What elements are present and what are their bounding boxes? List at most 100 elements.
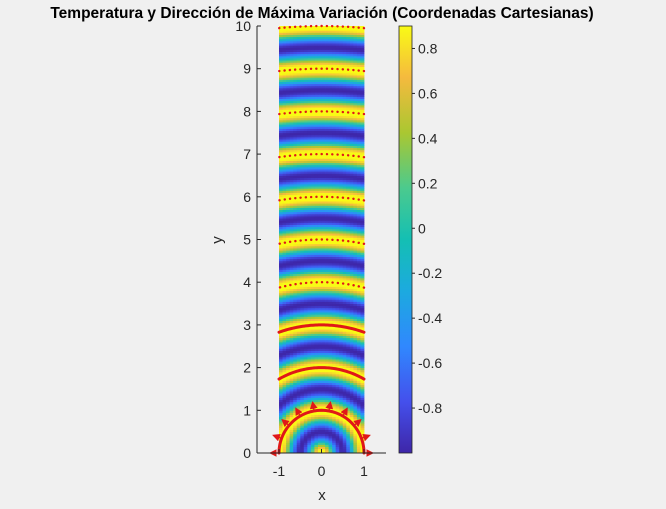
heatmap-cell bbox=[346, 280, 351, 283]
heatmap-cell bbox=[356, 267, 361, 270]
heatmap-cell bbox=[300, 384, 305, 388]
heatmap-cell bbox=[314, 75, 319, 78]
heatmap-cell bbox=[317, 299, 322, 302]
heatmap-cell bbox=[353, 450, 358, 454]
heatmap-cell bbox=[339, 250, 344, 253]
heatmap-cell bbox=[328, 30, 333, 33]
heatmap-cell bbox=[353, 149, 358, 153]
heatmap-cell bbox=[317, 211, 322, 215]
heatmap-cell bbox=[346, 245, 351, 249]
heatmap-cell bbox=[279, 301, 283, 304]
heatmap-cell bbox=[346, 32, 351, 35]
heatmap-cell bbox=[300, 376, 305, 379]
heatmap-cell bbox=[356, 134, 361, 138]
heatmap-cell bbox=[303, 446, 308, 450]
heatmap-cell bbox=[296, 124, 301, 127]
heatmap-cell bbox=[303, 198, 308, 202]
heatmap-cell bbox=[314, 297, 319, 300]
heatmap-cell bbox=[279, 260, 283, 264]
heatmap-cell bbox=[282, 403, 287, 407]
heatmap-cell bbox=[339, 295, 344, 298]
heatmap-cell bbox=[282, 119, 287, 123]
heatmap-cell bbox=[328, 245, 333, 249]
heatmap-cell bbox=[335, 399, 340, 403]
heatmap-cell bbox=[282, 337, 287, 341]
heatmap-cell bbox=[346, 284, 351, 287]
heatmap-cell bbox=[303, 450, 308, 454]
heatmap-cell bbox=[293, 124, 298, 127]
heatmap-cell bbox=[314, 431, 319, 435]
heatmap-cell bbox=[300, 297, 305, 300]
gradient-arrow bbox=[295, 407, 303, 417]
heatmap-cell bbox=[342, 186, 347, 189]
heatmap-cell bbox=[325, 423, 329, 426]
heatmap-cell bbox=[360, 224, 365, 228]
heatmap-cell bbox=[300, 85, 305, 89]
heatmap-cell bbox=[314, 440, 319, 443]
heatmap-cell bbox=[303, 205, 308, 208]
heatmap-cell bbox=[321, 104, 326, 108]
heatmap-cell bbox=[296, 201, 301, 204]
heatmap-cell bbox=[307, 277, 312, 281]
heatmap-cell bbox=[328, 128, 333, 132]
heatmap-cell bbox=[353, 318, 358, 322]
heatmap-cell bbox=[289, 68, 294, 72]
heatmap-cell bbox=[342, 309, 347, 313]
heatmap-cell bbox=[289, 205, 294, 208]
heatmap-cell bbox=[293, 331, 298, 334]
heatmap-cell bbox=[293, 190, 298, 193]
colorbar-tick-label: -0.4 bbox=[418, 310, 442, 326]
heatmap-cell bbox=[346, 331, 351, 334]
heatmap-cell bbox=[349, 233, 354, 236]
heatmap-cell bbox=[317, 77, 322, 80]
heatmap-cell bbox=[332, 307, 337, 311]
heatmap-cell bbox=[349, 275, 354, 279]
heatmap-cell bbox=[286, 130, 291, 134]
heatmap-cell bbox=[317, 241, 322, 245]
heatmap-cell bbox=[342, 322, 347, 326]
heatmap-cell bbox=[356, 256, 361, 260]
heatmap-cell bbox=[289, 295, 294, 298]
heatmap-cell bbox=[321, 297, 326, 300]
heatmap-cell bbox=[282, 271, 287, 275]
heatmap-cell bbox=[335, 316, 340, 319]
heatmap-cell bbox=[349, 335, 354, 339]
heatmap-cell bbox=[310, 438, 315, 441]
heatmap-cell bbox=[360, 280, 365, 283]
heatmap-cell bbox=[321, 292, 326, 296]
heatmap-cell bbox=[321, 139, 326, 142]
heatmap-cell bbox=[356, 235, 361, 238]
heatmap-cell bbox=[307, 386, 312, 390]
heatmap-cell bbox=[317, 96, 322, 99]
heatmap-cell bbox=[279, 164, 283, 168]
heatmap-cell bbox=[293, 162, 298, 166]
heatmap-cell bbox=[279, 429, 283, 433]
heatmap-cell bbox=[321, 92, 326, 95]
heatmap-cell bbox=[339, 314, 344, 317]
heatmap-cell bbox=[300, 423, 305, 426]
heatmap-cell bbox=[332, 220, 337, 223]
heatmap-cell bbox=[335, 380, 340, 383]
heatmap-cell bbox=[325, 179, 329, 183]
heatmap-cell bbox=[303, 245, 308, 249]
heatmap-cell bbox=[317, 94, 322, 97]
heatmap-cell bbox=[360, 177, 365, 181]
heatmap-cell bbox=[356, 380, 361, 383]
heatmap-cell bbox=[325, 139, 329, 142]
heatmap-cell bbox=[339, 107, 344, 110]
heatmap-cell bbox=[279, 303, 283, 307]
heatmap-cell bbox=[307, 132, 312, 136]
heatmap-cell bbox=[307, 260, 312, 264]
heatmap-cell bbox=[286, 47, 291, 50]
heatmap-cell bbox=[310, 38, 315, 42]
heatmap-cell bbox=[349, 218, 354, 221]
heatmap-cell bbox=[332, 228, 337, 232]
heatmap-cell bbox=[300, 113, 305, 117]
heatmap-cell bbox=[356, 196, 361, 200]
heatmap-cell bbox=[335, 177, 340, 181]
heatmap-cell bbox=[342, 448, 347, 452]
heatmap-cell bbox=[282, 100, 287, 104]
heatmap-cell bbox=[332, 341, 337, 345]
heatmap-cell bbox=[289, 233, 294, 236]
heatmap-cell bbox=[339, 60, 344, 63]
